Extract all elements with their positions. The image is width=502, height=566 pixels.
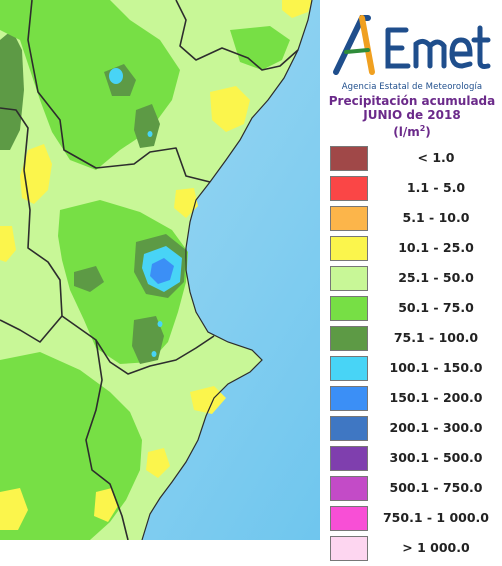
legend-swatch	[330, 536, 368, 561]
legend-swatch	[330, 296, 368, 321]
unit-close: )	[425, 125, 431, 139]
legend-label: 750.1 - 1 000.0	[382, 510, 490, 525]
moderate-precip-zone	[230, 26, 290, 70]
aemet-logo-mark	[333, 15, 491, 75]
very-high-precip-spot	[151, 351, 157, 357]
legend-row: 150.1 - 200.0	[330, 386, 502, 416]
legend-swatch	[330, 326, 368, 351]
legend-label: < 1.0	[417, 150, 455, 165]
map-title: Precipitación acumulada JUNIO de 2018 (l…	[322, 94, 502, 139]
legend-swatch	[330, 206, 368, 231]
legend-swatch	[330, 266, 368, 291]
unit-exponent: 2	[419, 124, 426, 133]
title-line-2: JUNIO de 2018	[363, 108, 461, 122]
low-precip-patch	[174, 188, 198, 218]
legend-row: > 1 000.0	[330, 536, 502, 566]
legend-label: 50.1 - 75.0	[398, 300, 474, 315]
legend-row: 10.1 - 25.0	[330, 236, 502, 266]
legend-swatch	[330, 476, 368, 501]
legend-swatch	[330, 386, 368, 411]
low-precip-patch	[190, 386, 226, 414]
legend-row: 50.1 - 75.0	[330, 296, 502, 326]
high-precip-zone	[0, 30, 24, 150]
very-high-precip-spot	[109, 68, 123, 84]
legend-label: 300.1 - 500.0	[389, 450, 483, 465]
legend-label: 5.1 - 10.0	[402, 210, 470, 225]
low-precip-patch	[282, 0, 312, 18]
logo-subtitle: Agencia Estatal de Meteorología	[341, 82, 483, 92]
low-precip-patch	[94, 488, 118, 522]
legend-row: 200.1 - 300.0	[330, 416, 502, 446]
legend-swatch	[330, 146, 368, 171]
legend-swatch	[330, 236, 368, 261]
legend-label: 25.1 - 50.0	[398, 270, 474, 285]
aemet-logo: Agencia Estatal de Meteorología	[328, 10, 496, 96]
legend-row: 500.1 - 750.0	[330, 476, 502, 506]
legend-row: < 1.0	[330, 146, 502, 176]
low-precip-patch	[0, 226, 16, 262]
legend-row: 5.1 - 10.0	[330, 206, 502, 236]
coastline	[141, 0, 313, 540]
legend-label: 500.1 - 750.0	[389, 480, 483, 495]
legend-list: < 1.0 1.1 - 5.0 5.1 - 10.0 10.1 - 25.0 25.1 …	[330, 146, 502, 566]
title-unit: (l/m2)	[322, 122, 502, 139]
legend-swatch	[330, 416, 368, 441]
low-precip-patch	[0, 488, 28, 530]
legend-label: 75.1 - 100.0	[393, 330, 479, 345]
high-precip-patch	[132, 316, 164, 364]
low-precip-patch	[20, 144, 52, 204]
high-precip-patch	[74, 266, 104, 292]
precipitation-map	[0, 0, 320, 540]
legend-swatch	[330, 176, 368, 201]
high-precip-patch	[134, 104, 160, 148]
legend-panel: Agencia Estatal de Meteorología Precipit…	[322, 0, 502, 561]
legend-row: 1.1 - 5.0	[330, 176, 502, 206]
very-high-precip-spot	[157, 321, 163, 327]
legend-label: 10.1 - 25.0	[398, 240, 474, 255]
legend-label: 1.1 - 5.0	[406, 180, 466, 195]
legend-row: 75.1 - 100.0	[330, 326, 502, 356]
legend-row: 300.1 - 500.0	[330, 446, 502, 476]
legend-row: 100.1 - 150.0	[330, 356, 502, 386]
legend-label: > 1 000.0	[402, 540, 470, 555]
legend-label: 200.1 - 300.0	[389, 420, 483, 435]
legend-label: 150.1 - 200.0	[389, 390, 483, 405]
legend-swatch	[330, 506, 368, 531]
unit-text: (l/m	[393, 125, 420, 139]
very-high-precip-spot	[147, 131, 153, 137]
legend-label: 100.1 - 150.0	[389, 360, 483, 375]
map-svg	[0, 0, 320, 540]
province-borders	[0, 0, 299, 540]
very-high-precip-core	[150, 258, 174, 284]
legend-swatch	[330, 446, 368, 471]
title-line-1: Precipitación acumulada	[328, 94, 496, 108]
low-precip-patch	[146, 448, 170, 478]
legend-row: 750.1 - 1 000.0	[330, 506, 502, 536]
legend-swatch	[330, 356, 368, 381]
low-precip-patch	[210, 86, 250, 132]
legend-row: 25.1 - 50.0	[330, 266, 502, 296]
